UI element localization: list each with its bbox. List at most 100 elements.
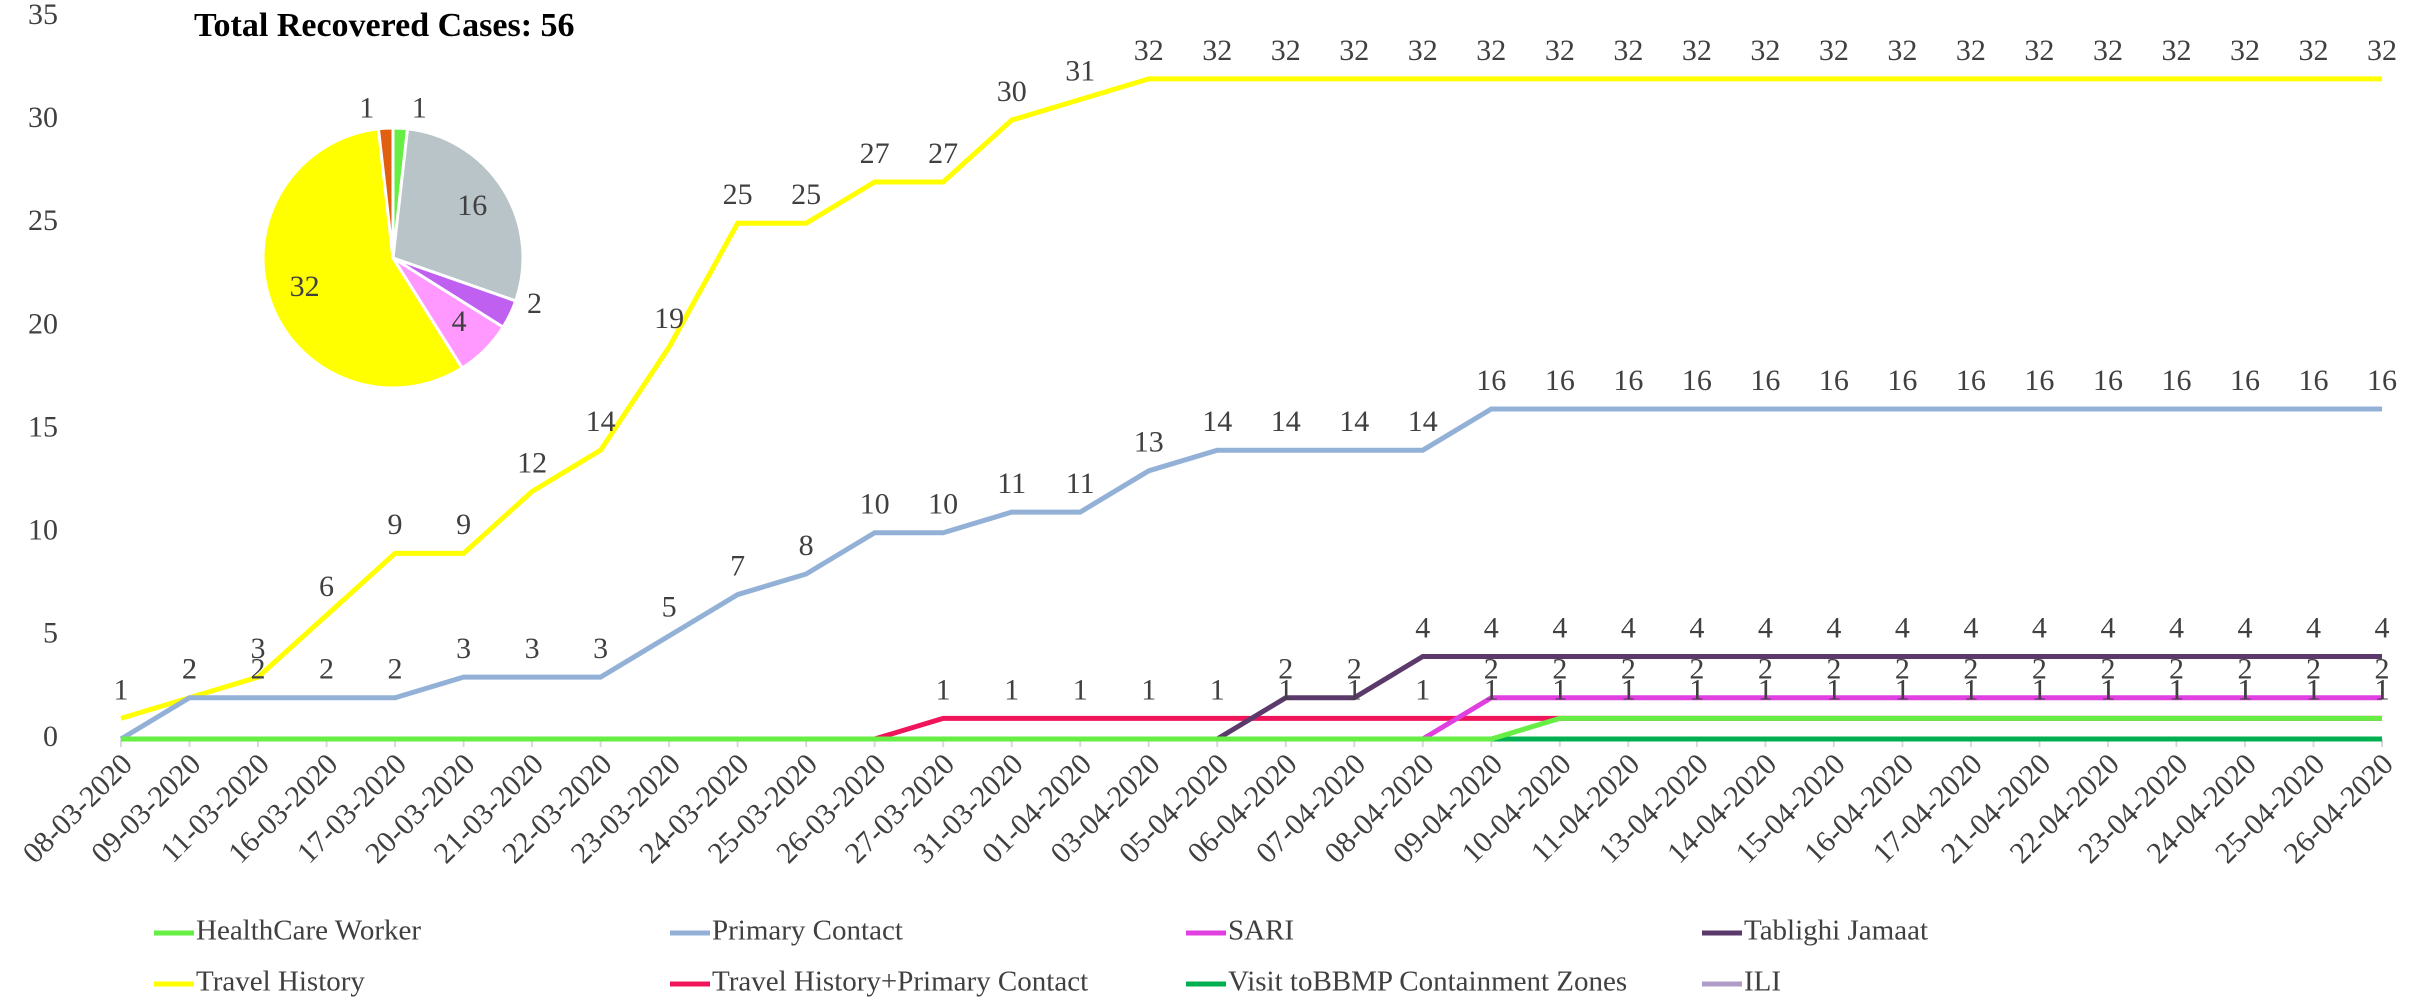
pie-title: Total Recovered Cases: 56 bbox=[194, 7, 575, 44]
data-label: 32 bbox=[1956, 34, 1986, 67]
data-label: 12 bbox=[517, 446, 547, 479]
data-label: 10 bbox=[860, 488, 890, 521]
data-label: 32 bbox=[1476, 34, 1506, 67]
data-label: 16 bbox=[1682, 364, 1712, 397]
data-label: 1 bbox=[1552, 673, 1567, 706]
data-label: 4 bbox=[1415, 611, 1430, 644]
data-label: 16 bbox=[1613, 364, 1643, 397]
data-label: 2 bbox=[2169, 653, 2184, 686]
data-label: 1 bbox=[2169, 673, 2184, 706]
legend-label: Visit toBBMP Containment Zones bbox=[1228, 966, 1627, 998]
data-label: 11 bbox=[997, 467, 1026, 500]
data-label: 4 bbox=[1758, 611, 1773, 644]
data-label: 27 bbox=[860, 137, 890, 170]
data-label: 1 bbox=[1621, 673, 1636, 706]
data-label: 4 bbox=[1552, 611, 1567, 644]
data-label: 1 bbox=[2032, 673, 2047, 706]
data-label: 4 bbox=[2375, 611, 2390, 644]
data-label: 25 bbox=[723, 178, 753, 211]
y-tick-label: 30 bbox=[28, 101, 58, 134]
data-label: 16 bbox=[2024, 364, 2054, 397]
data-label: 32 bbox=[1682, 34, 1712, 67]
data-label: 2 bbox=[182, 653, 197, 686]
y-tick-label: 25 bbox=[28, 204, 58, 237]
data-label: 2 bbox=[1963, 653, 1978, 686]
pie-slice bbox=[261, 127, 465, 390]
pie-label: 32 bbox=[290, 270, 320, 303]
y-tick-label: 10 bbox=[28, 514, 58, 547]
data-label: 16 bbox=[2161, 364, 2191, 397]
series-line bbox=[121, 715, 2382, 742]
data-label: 2 bbox=[1347, 653, 1362, 686]
data-label: 16 bbox=[1750, 364, 1780, 397]
data-label: 3 bbox=[456, 632, 471, 665]
data-label: 32 bbox=[2298, 34, 2328, 67]
y-tick-label: 20 bbox=[28, 307, 58, 340]
data-label: 2 bbox=[2032, 653, 2047, 686]
data-label: 1 bbox=[1484, 673, 1499, 706]
data-label: 1 bbox=[2306, 673, 2321, 706]
data-label: 1 bbox=[1278, 673, 1293, 706]
data-label: 1 bbox=[114, 673, 129, 706]
data-label: 2 bbox=[251, 653, 266, 686]
data-label: 16 bbox=[1956, 364, 1986, 397]
data-label: 5 bbox=[662, 591, 677, 624]
legend-label: SARI bbox=[1228, 915, 1294, 947]
data-label: 2 bbox=[2306, 653, 2321, 686]
data-label: 32 bbox=[2024, 34, 2054, 67]
data-label: 4 bbox=[1484, 611, 1499, 644]
legend-label: Travel History bbox=[196, 966, 365, 998]
pie-slice bbox=[376, 126, 395, 259]
data-label: 9 bbox=[456, 508, 471, 541]
data-label: 3 bbox=[593, 632, 608, 665]
data-label: 1 bbox=[2375, 673, 2390, 706]
data-label: 1 bbox=[1826, 673, 1841, 706]
data-label: 1 bbox=[2237, 673, 2252, 706]
data-label: 14 bbox=[586, 405, 616, 438]
data-label: 32 bbox=[1750, 34, 1780, 67]
y-tick-label: 15 bbox=[28, 410, 58, 443]
data-label: 2 bbox=[1826, 653, 1841, 686]
data-label: 1 bbox=[2100, 673, 2115, 706]
pie-slice bbox=[391, 127, 525, 303]
data-label: 1 bbox=[1004, 673, 1019, 706]
data-label: 16 bbox=[1476, 364, 1506, 397]
data-label: 1 bbox=[2032, 673, 2047, 706]
data-label: 16 bbox=[1545, 364, 1575, 397]
data-label: 3 bbox=[251, 632, 266, 665]
data-label: 32 bbox=[2230, 34, 2260, 67]
data-label: 4 bbox=[2237, 611, 2252, 644]
legend-label: ILI bbox=[1744, 966, 1781, 998]
data-label: 1 bbox=[1758, 673, 1773, 706]
pie-label: 2 bbox=[527, 287, 542, 320]
data-label: 14 bbox=[1339, 405, 1369, 438]
data-label: 1 bbox=[2306, 673, 2321, 706]
data-label: 1 bbox=[1552, 673, 1567, 706]
data-label: 14 bbox=[1271, 405, 1301, 438]
legend-label: HealthCare Worker bbox=[196, 915, 421, 947]
data-label: 1 bbox=[1895, 673, 1910, 706]
data-label: 1 bbox=[2100, 673, 2115, 706]
pie-label: 4 bbox=[452, 305, 467, 338]
data-label: 32 bbox=[1134, 34, 1164, 67]
data-label: 1 bbox=[1963, 673, 1978, 706]
data-label: 4 bbox=[2169, 611, 2184, 644]
data-label: 25 bbox=[791, 178, 821, 211]
data-label: 2 bbox=[2100, 653, 2115, 686]
legend-label: Tablighi Jamaat bbox=[1744, 915, 1928, 947]
data-label: 1 bbox=[1347, 673, 1362, 706]
data-label: 2 bbox=[1484, 653, 1499, 686]
data-label: 4 bbox=[1826, 611, 1841, 644]
data-label: 13 bbox=[1134, 426, 1164, 459]
data-label: 32 bbox=[1613, 34, 1643, 67]
data-label: 1 bbox=[2169, 673, 2184, 706]
legend-label: Travel History+Primary Contact bbox=[712, 966, 1088, 998]
data-label: 32 bbox=[1271, 34, 1301, 67]
data-label: 2 bbox=[182, 653, 197, 686]
data-label: 32 bbox=[2093, 34, 2123, 67]
data-label: 2 bbox=[1621, 653, 1636, 686]
data-label: 1 bbox=[1895, 673, 1910, 706]
data-label: 1 bbox=[1758, 673, 1773, 706]
y-tick-label: 0 bbox=[43, 720, 58, 753]
